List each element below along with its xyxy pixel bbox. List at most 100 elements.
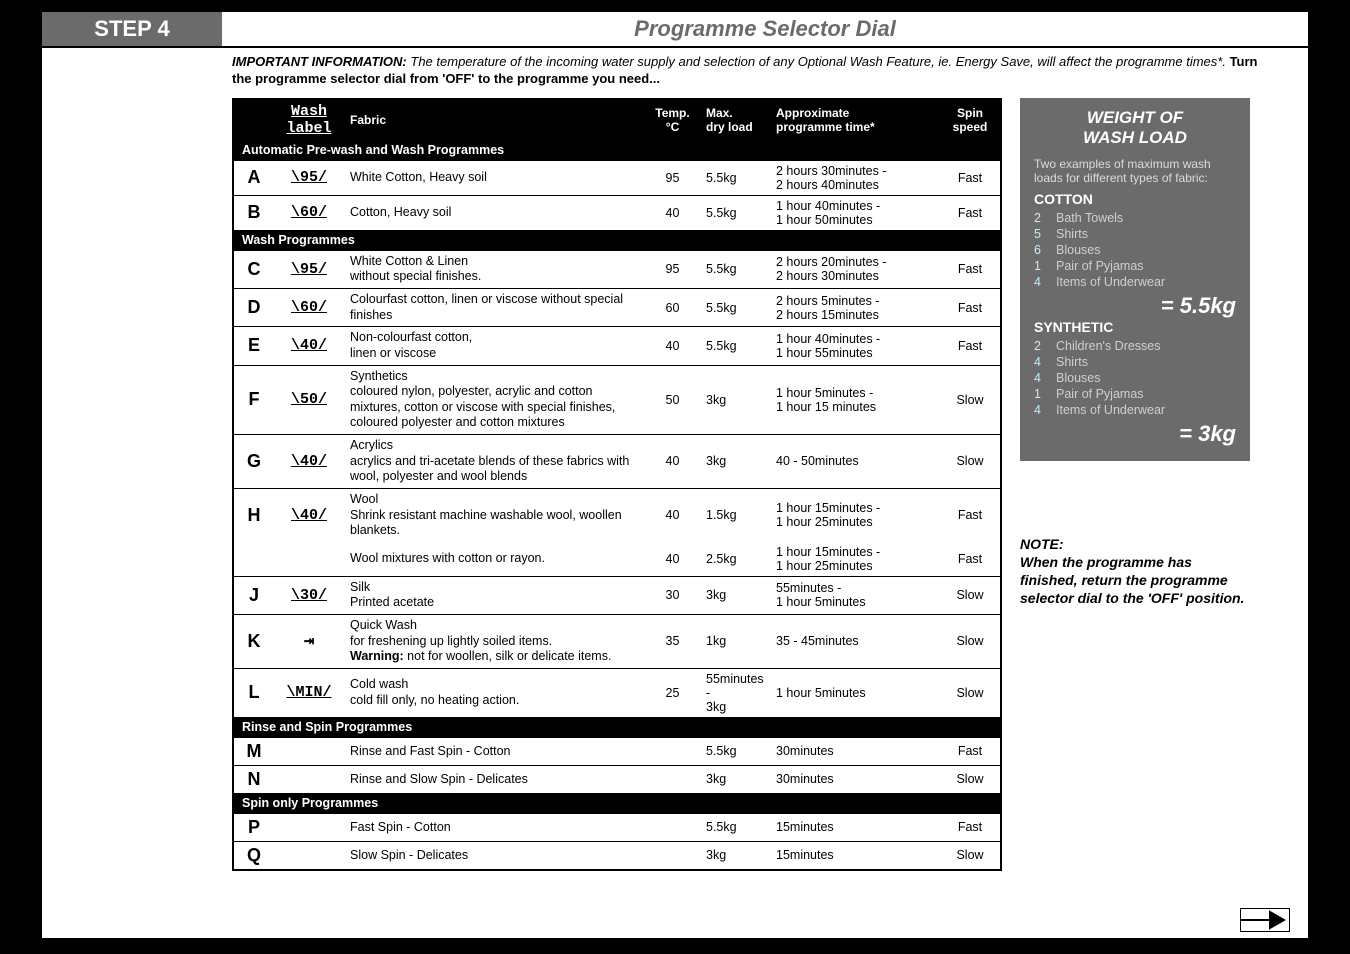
programme-letter: K — [234, 615, 274, 669]
fabric-cell: Cold washcold fill only, no heating acti… — [344, 668, 645, 717]
important-info: IMPORTANT INFORMATION: The temperature o… — [42, 48, 1308, 98]
info-body-1: The temperature of the incoming water su… — [410, 54, 1226, 69]
temp-cell — [645, 841, 700, 869]
speed-cell: Fast — [940, 250, 1000, 288]
speed-cell: Slow — [940, 615, 1000, 669]
weight-intro: Two examples of maximum wash loads for d… — [1034, 157, 1236, 185]
speed-cell: Fast — [940, 737, 1000, 765]
weight-item-name: Pair of Pyjamas — [1056, 387, 1144, 401]
th-load: Max.dry load — [700, 100, 770, 140]
fabric-cell: Wool mixtures with cotton or rayon. — [344, 542, 645, 577]
page-title: Programme Selector Dial — [222, 12, 1308, 46]
speed-cell: Fast — [940, 813, 1000, 841]
page: STEP 4 Programme Selector Dial IMPORTANT… — [40, 10, 1310, 940]
temp-cell — [645, 813, 700, 841]
weight-qty: 4 — [1034, 355, 1046, 369]
temp-cell — [645, 765, 700, 793]
weight-list-item: 4Blouses — [1034, 371, 1236, 385]
load-cell: 3kg — [700, 365, 770, 435]
load-cell: 5.5kg — [700, 289, 770, 327]
fabric-cell: Rinse and Fast Spin - Cotton — [344, 737, 645, 765]
weight-list-item: 4 Shirts — [1034, 355, 1236, 369]
load-cell: 5.5kg — [700, 195, 770, 230]
speed-cell: Slow — [940, 841, 1000, 869]
speed-cell: Slow — [940, 435, 1000, 489]
th-wash-label: Washlabel — [274, 100, 344, 140]
weight-item-name: Bath Towels — [1056, 211, 1123, 225]
speed-cell: Fast — [940, 327, 1000, 365]
weight-list-item: 2Bath Towels — [1034, 211, 1236, 225]
wash-label-symbol: \60/ — [274, 289, 344, 327]
wash-label-symbol — [274, 841, 344, 869]
speed-cell: Fast — [940, 160, 1000, 195]
time-cell: 55minutes -1 hour 5minutes — [770, 576, 940, 614]
th-speed: Spinspeed — [940, 100, 1000, 140]
programme-letter: G — [234, 435, 274, 489]
table-row: J\30/SilkPrinted acetate303kg55minutes -… — [234, 576, 1000, 614]
programme-letter: A — [234, 160, 274, 195]
temp-cell: 50 — [645, 365, 700, 435]
fabric-cell: Non-colourfast cotton,linen or viscose — [344, 327, 645, 365]
wash-label-symbol — [274, 765, 344, 793]
table-row: PFast Spin - Cotton5.5kg15minutesFast — [234, 813, 1000, 841]
speed-cell: Slow — [940, 365, 1000, 435]
time-cell: 40 - 50minutes — [770, 435, 940, 489]
load-cell: 5.5kg — [700, 250, 770, 288]
speed-cell: Fast — [940, 289, 1000, 327]
temp-cell: 40 — [645, 542, 700, 577]
fabric-cell: Fast Spin - Cotton — [344, 813, 645, 841]
table-row: F\50/Syntheticscoloured nylon, polyester… — [234, 365, 1000, 435]
fabric-cell: Colourfast cotton, linen or viscose with… — [344, 289, 645, 327]
programme-letter: H — [234, 488, 274, 541]
section-header: Automatic Pre-wash and Wash Programmes — [234, 140, 1000, 161]
page-turn-icon — [1240, 908, 1290, 932]
fabric-cell: Quick Washfor freshening up lightly soil… — [344, 615, 645, 669]
note-title: NOTE: — [1020, 535, 1250, 553]
table-row: Wool mixtures with cotton or rayon.402.5… — [234, 542, 1000, 577]
load-cell: 3kg — [700, 576, 770, 614]
temp-cell — [645, 737, 700, 765]
temp-cell: 40 — [645, 488, 700, 541]
weight-item-name: Items of Underwear — [1056, 403, 1165, 417]
temp-cell: 40 — [645, 435, 700, 489]
temp-cell: 40 — [645, 327, 700, 365]
th-time: Approximateprogramme time* — [770, 100, 940, 140]
time-cell: 30minutes — [770, 737, 940, 765]
time-cell: 2 hours 30minutes -2 hours 40minutes — [770, 160, 940, 195]
wash-label-symbol: \50/ — [274, 365, 344, 435]
weight-list-item: 2Children's Dresses — [1034, 339, 1236, 353]
wash-label-symbol: \60/ — [274, 195, 344, 230]
programme-letter: F — [234, 365, 274, 435]
weight-item-name: Shirts — [1056, 355, 1088, 369]
programme-letter: C — [234, 250, 274, 288]
time-cell: 1 hour 15minutes -1 hour 25minutes — [770, 542, 940, 577]
weight-list-item: 1Pair of Pyjamas — [1034, 259, 1236, 273]
weight-qty: 1 — [1034, 387, 1046, 401]
load-cell: 5.5kg — [700, 160, 770, 195]
content-row: Washlabel Fabric Temp.°C Max.dry load Ap — [42, 98, 1308, 871]
weight-qty: 4 — [1034, 403, 1046, 417]
temp-cell: 40 — [645, 195, 700, 230]
weight-item-name: Children's Dresses — [1056, 339, 1161, 353]
weight-list: 2Bath Towels5Shirts6Blouses1Pair of Pyja… — [1034, 211, 1236, 289]
wash-label-symbol: \40/ — [274, 435, 344, 489]
weight-group-title: SYNTHETIC — [1034, 319, 1236, 335]
fabric-cell: White Cotton & Linenwithout special fini… — [344, 250, 645, 288]
speed-cell: Slow — [940, 668, 1000, 717]
speed-cell: Fast — [940, 195, 1000, 230]
th-blank — [234, 100, 274, 140]
footer-note: NOTE: When the programme has finished, r… — [1020, 535, 1250, 608]
table-row: QSlow Spin - Delicates3kg15minutesSlow — [234, 841, 1000, 869]
programme-letter: L — [234, 668, 274, 717]
programme-letter: N — [234, 765, 274, 793]
time-cell: 15minutes — [770, 813, 940, 841]
table-row: G\40/Acrylicsacrylics and tri-acetate bl… — [234, 435, 1000, 489]
weight-title: WEIGHT OFWASH LOAD — [1034, 108, 1236, 149]
table-row: C\95/White Cotton & Linenwithout special… — [234, 250, 1000, 288]
time-cell: 35 - 45minutes — [770, 615, 940, 669]
time-cell: 1 hour 5minutes -1 hour 15 minutes — [770, 365, 940, 435]
load-cell: 5.5kg — [700, 813, 770, 841]
time-cell: 1 hour 5minutes — [770, 668, 940, 717]
wash-label-symbol: \95/ — [274, 160, 344, 195]
time-cell: 1 hour 40minutes -1 hour 55minutes — [770, 327, 940, 365]
